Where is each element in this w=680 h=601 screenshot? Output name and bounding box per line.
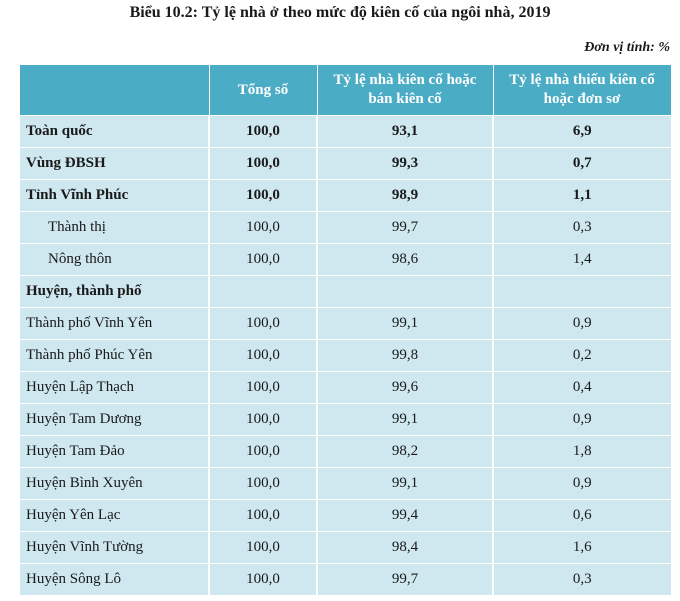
total-cell: 100,0 <box>208 403 318 436</box>
table-row: Tỉnh Vĩnh Phúc 100,0 98,9 1,1 <box>18 179 672 212</box>
solid-rate-cell: 93,1 <box>316 115 494 148</box>
weak-rate-cell: 0,3 <box>492 563 672 596</box>
solid-rate-cell: 98,6 <box>316 243 494 276</box>
total-cell: 100,0 <box>208 147 318 180</box>
solid-rate-cell: 99,3 <box>316 147 494 180</box>
weak-rate-cell: 0,2 <box>492 339 672 372</box>
row-label: Huyện Yên Lạc <box>18 499 210 532</box>
weak-rate-cell: 0,7 <box>492 147 672 180</box>
weak-rate-cell: 0,9 <box>492 307 672 340</box>
row-label: Tỉnh Vĩnh Phúc <box>18 179 210 212</box>
row-label: Huyện Tam Dương <box>18 403 210 436</box>
solid-rate-cell: 99,8 <box>316 339 494 372</box>
header-weak: Tỷ lệ nhà thiếu kiên cố hoặc đơn sơ <box>492 64 672 116</box>
total-cell: 100,0 <box>208 179 318 212</box>
table-row: Huyện Lập Thạch 100,0 99,6 0,4 <box>18 371 672 404</box>
table-row: Huyện Tam Dương 100,0 99,1 0,9 <box>18 403 672 436</box>
table-row: Huyện Sông Lô 100,0 99,7 0,3 <box>18 563 672 596</box>
weak-rate-cell: 1,8 <box>492 435 672 468</box>
header-total: Tổng số <box>208 64 318 116</box>
total-cell: 100,0 <box>208 243 318 276</box>
total-cell: 100,0 <box>208 211 318 244</box>
header-row: Tổng số Tỷ lệ nhà kiên cố hoặc bán kiên … <box>18 64 672 116</box>
solid-rate-cell: 99,1 <box>316 403 494 436</box>
table-row: Vùng ĐBSH 100,0 99,3 0,7 <box>18 147 672 180</box>
total-cell: 100,0 <box>208 563 318 596</box>
row-label: Toàn quốc <box>18 115 210 148</box>
header-blank <box>18 64 210 116</box>
solid-rate-cell: 99,6 <box>316 371 494 404</box>
total-cell: 100,0 <box>208 499 318 532</box>
table-row: Huyện Tam Đảo 100,0 98,2 1,8 <box>18 435 672 468</box>
total-cell: 100,0 <box>208 467 318 500</box>
total-cell: 100,0 <box>208 371 318 404</box>
row-label: Huyện Sông Lô <box>18 563 210 596</box>
solid-rate-cell: 99,1 <box>316 467 494 500</box>
solid-rate-cell: 99,7 <box>316 211 494 244</box>
total-cell: 100,0 <box>208 435 318 468</box>
total-cell: 100,0 <box>208 115 318 148</box>
row-label: Nông thôn <box>18 243 210 276</box>
weak-rate-cell: 0,9 <box>492 467 672 500</box>
weak-rate-cell: 0,3 <box>492 211 672 244</box>
solid-rate-cell: 99,1 <box>316 307 494 340</box>
table-row: Thành phố Phúc Yên 100,0 99,8 0,2 <box>18 339 672 372</box>
table-caption: Biểu 10.2: Tỷ lệ nhà ở theo mức độ kiên … <box>129 4 551 21</box>
row-label: Huyện Vĩnh Tường <box>18 531 210 564</box>
weak-rate-cell: 0,6 <box>492 499 672 532</box>
table-row: Huyện Vĩnh Tường 100,0 98,4 1,6 <box>18 531 672 564</box>
weak-rate-cell: 1,6 <box>492 531 672 564</box>
unit-note: Đơn vị tính: % <box>584 40 670 55</box>
table-row: Huyện, thành phố <box>18 275 672 308</box>
row-label: Huyện Lập Thạch <box>18 371 210 404</box>
row-label: Thành phố Phúc Yên <box>18 339 210 372</box>
solid-rate-cell: 99,4 <box>316 499 494 532</box>
weak-rate-cell: 0,9 <box>492 403 672 436</box>
table-row: Huyện Yên Lạc 100,0 99,4 0,6 <box>18 499 672 532</box>
weak-rate-cell: 6,9 <box>492 115 672 148</box>
table-row: Thành phố Vĩnh Yên 100,0 99,1 0,9 <box>18 307 672 340</box>
weak-rate-cell: 1,4 <box>492 243 672 276</box>
weak-rate-cell <box>492 275 672 308</box>
table-body: Toàn quốc 100,0 93,1 6,9 Vùng ĐBSH 100,0 99,3 0… <box>18 115 672 596</box>
solid-rate-cell <box>316 275 494 308</box>
row-label: Thành thị <box>18 211 210 244</box>
table-row: Huyện Bình Xuyên 100,0 99,1 0,9 <box>18 467 672 500</box>
total-cell: 100,0 <box>208 339 318 372</box>
table-row: Nông thôn 100,0 98,6 1,4 <box>18 243 672 276</box>
row-label: Huyện, thành phố <box>18 275 210 308</box>
row-label: Huyện Bình Xuyên <box>18 467 210 500</box>
table-row: Toàn quốc 100,0 93,1 6,9 <box>18 115 672 148</box>
row-label: Thành phố Vĩnh Yên <box>18 307 210 340</box>
total-cell <box>208 275 318 308</box>
solid-rate-cell: 99,7 <box>316 563 494 596</box>
total-cell: 100,0 <box>208 531 318 564</box>
row-label: Vùng ĐBSH <box>18 147 210 180</box>
housing-table: Tổng số Tỷ lệ nhà kiên cố hoặc bán kiên … <box>18 64 672 596</box>
solid-rate-cell: 98,2 <box>316 435 494 468</box>
row-label: Huyện Tam Đảo <box>18 435 210 468</box>
solid-rate-cell: 98,9 <box>316 179 494 212</box>
header-solid: Tỷ lệ nhà kiên cố hoặc bán kiên cố <box>316 64 494 116</box>
weak-rate-cell: 1,1 <box>492 179 672 212</box>
total-cell: 100,0 <box>208 307 318 340</box>
solid-rate-cell: 98,4 <box>316 531 494 564</box>
weak-rate-cell: 0,4 <box>492 371 672 404</box>
table-row: Thành thị 100,0 99,7 0,3 <box>18 211 672 244</box>
